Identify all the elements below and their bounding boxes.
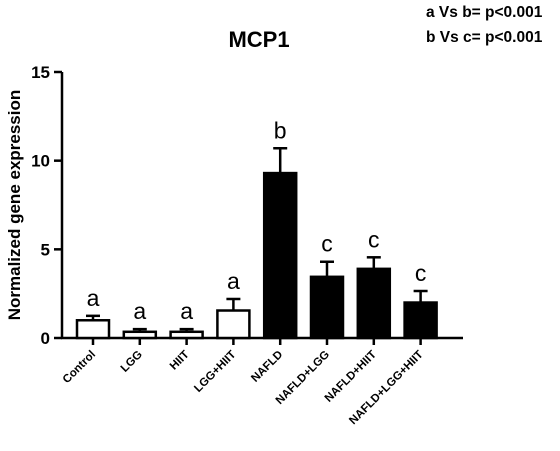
x-tick-label: NAFLD bbox=[249, 349, 285, 385]
bar bbox=[169, 330, 204, 340]
significance-letter: a bbox=[227, 268, 240, 294]
bar bbox=[262, 171, 298, 340]
chart-title: MCP1 bbox=[228, 27, 289, 52]
bar bbox=[122, 330, 158, 340]
significance-letter: a bbox=[180, 298, 193, 324]
bar bbox=[216, 309, 251, 340]
x-tick-label: LGG+HIIT bbox=[192, 349, 238, 395]
significance-letter: c bbox=[368, 226, 380, 252]
bar bbox=[75, 319, 111, 340]
y-tick-label: 0 bbox=[41, 329, 50, 348]
y-tick-label: 5 bbox=[41, 240, 50, 259]
significance-letter: c bbox=[415, 260, 427, 286]
annotation-1: a Vs b= p<0.001 bbox=[426, 4, 543, 21]
x-tick-label: LGG bbox=[119, 349, 145, 375]
y-tick-label: 10 bbox=[31, 152, 50, 171]
significance-letter: c bbox=[321, 231, 333, 257]
y-tick-label: 15 bbox=[31, 63, 50, 82]
y-axis-label: Normalized gene expression bbox=[5, 90, 24, 321]
significance-letter: b bbox=[274, 117, 287, 143]
bar bbox=[309, 275, 345, 340]
annotation-2: b Vs c= p<0.001 bbox=[426, 29, 543, 46]
significance-letter: a bbox=[87, 285, 100, 311]
x-tick-label: Control bbox=[61, 349, 98, 386]
significance-letter: a bbox=[133, 298, 146, 324]
bar bbox=[403, 301, 438, 340]
x-tick-label: HIIT bbox=[168, 349, 192, 373]
bar bbox=[356, 267, 392, 340]
